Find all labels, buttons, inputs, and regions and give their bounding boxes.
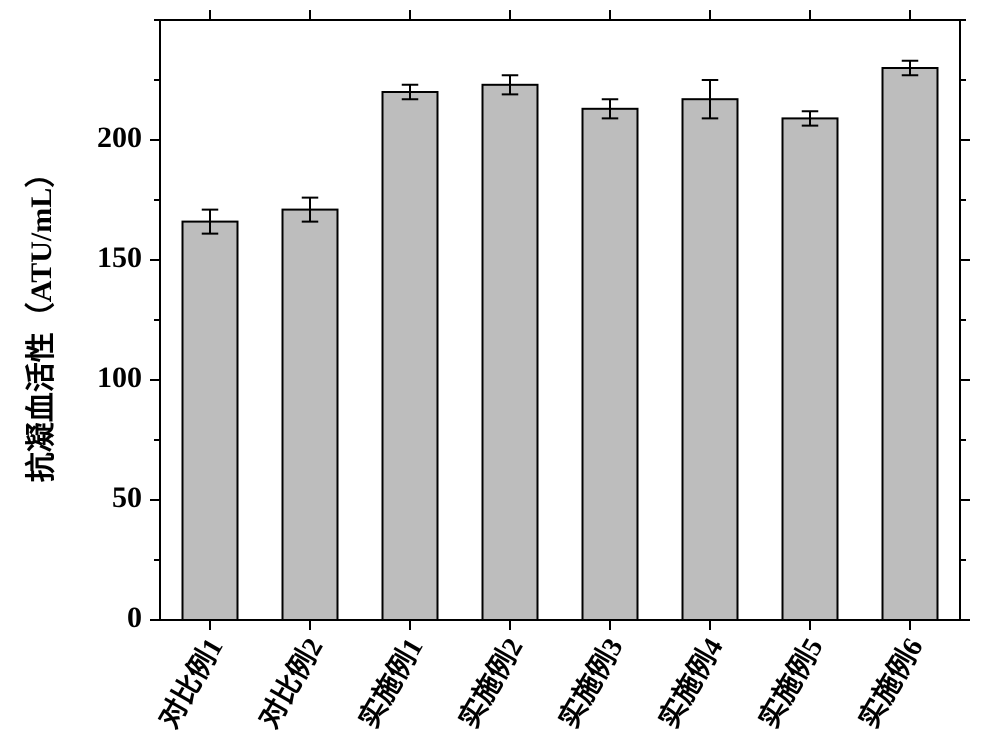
y-tick-label: 100 [97, 361, 142, 394]
bar [683, 99, 738, 620]
bar [583, 109, 638, 620]
y-tick-label: 200 [97, 121, 142, 154]
bar [883, 68, 938, 620]
y-tick-label: 50 [112, 481, 142, 514]
y-tick-label: 150 [97, 241, 142, 274]
chart-svg: 050100150200对比例1对比例2实施例1实施例2实施例3实施例4实施例5… [0, 0, 1000, 754]
bar [783, 118, 838, 620]
y-axis-label: 抗凝血活性（ATU/mL） [24, 158, 58, 482]
bar [183, 222, 238, 620]
bar-chart: 050100150200对比例1对比例2实施例1实施例2实施例3实施例4实施例5… [0, 0, 1000, 754]
y-tick-label: 0 [127, 601, 142, 634]
bar [483, 85, 538, 620]
bar [383, 92, 438, 620]
bar [283, 210, 338, 620]
